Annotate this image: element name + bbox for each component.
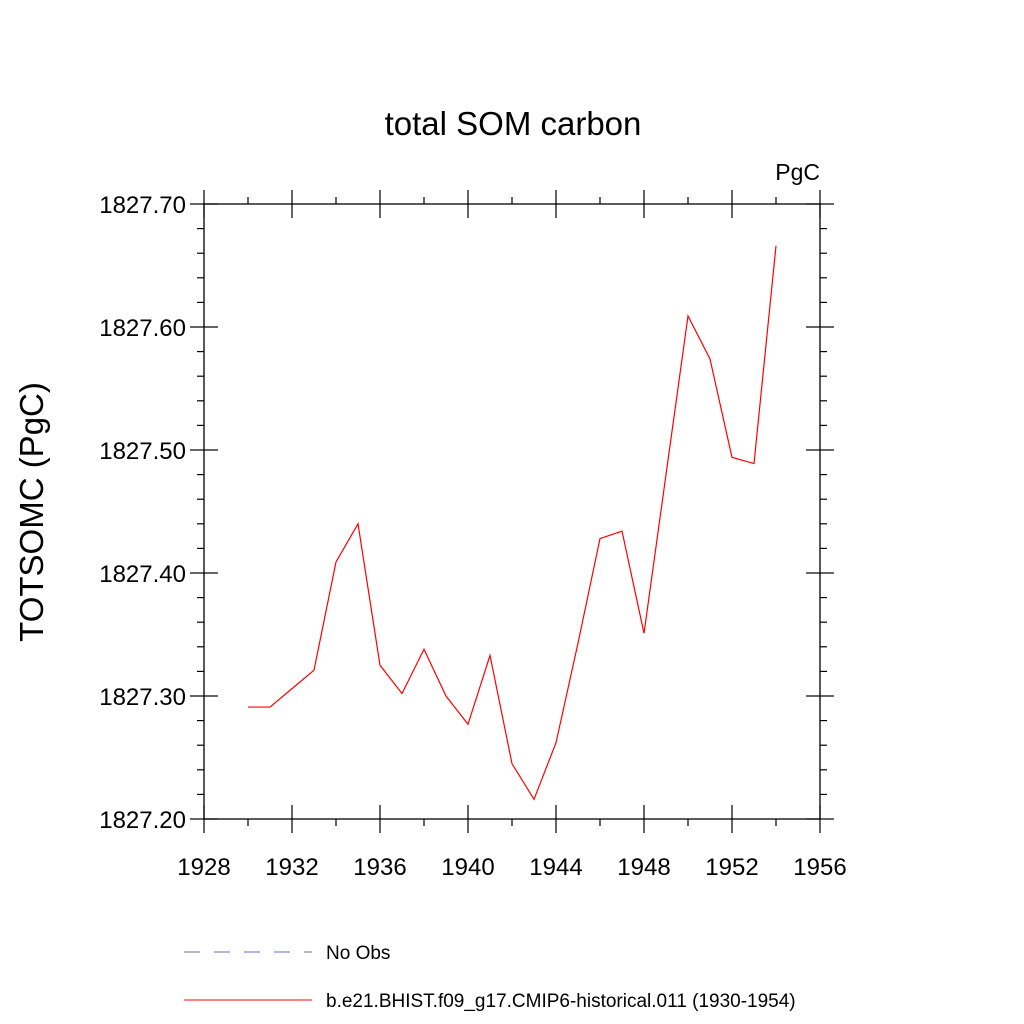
x-tick-label: 1928 — [177, 854, 230, 881]
y-tick-label: 1827.70 — [99, 192, 186, 219]
axis-ticks — [190, 190, 834, 833]
series-line — [248, 245, 777, 801]
y-axis-label: TOTSOMC (PgC) — [13, 382, 50, 642]
legend-label: b.e21.BHIST.f09_g17.CMIP6-historical.011… — [326, 991, 796, 1012]
x-tick-label: 1952 — [705, 854, 758, 881]
x-tick-label: 1932 — [265, 854, 318, 881]
x-tick-label: 1936 — [353, 854, 406, 881]
x-tick-label: 1956 — [793, 854, 846, 881]
units-label: PgC — [775, 159, 820, 185]
x-tick-label: 1940 — [441, 854, 494, 881]
x-tick-label: 1944 — [529, 854, 582, 881]
y-tick-label: 1827.60 — [99, 315, 186, 342]
legend: No Obs b.e21.BHIST.f09_g17.CMIP6-historic… — [184, 943, 796, 1012]
y-tick-label: 1827.30 — [99, 684, 186, 711]
axis-tick-labels: 1928 1932 1936 1940 1944 1948 1952 1956 1827.20 1… — [99, 192, 846, 881]
legend-label: No Obs — [326, 943, 390, 964]
plot-frame — [203, 203, 821, 820]
y-tick-label: 1827.40 — [99, 561, 186, 588]
series-layer — [248, 245, 777, 801]
x-tick-label: 1948 — [617, 854, 670, 881]
chart-title: total SOM carbon — [385, 105, 642, 142]
y-tick-label: 1827.20 — [99, 807, 186, 834]
y-tick-label: 1827.50 — [99, 438, 186, 465]
